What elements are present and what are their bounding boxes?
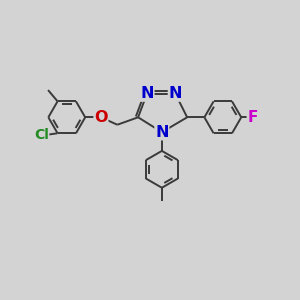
Text: N: N xyxy=(155,125,169,140)
Text: Cl: Cl xyxy=(34,128,49,142)
Text: O: O xyxy=(94,110,108,125)
Text: F: F xyxy=(248,110,258,125)
Text: N: N xyxy=(169,86,182,101)
Text: N: N xyxy=(140,86,154,101)
